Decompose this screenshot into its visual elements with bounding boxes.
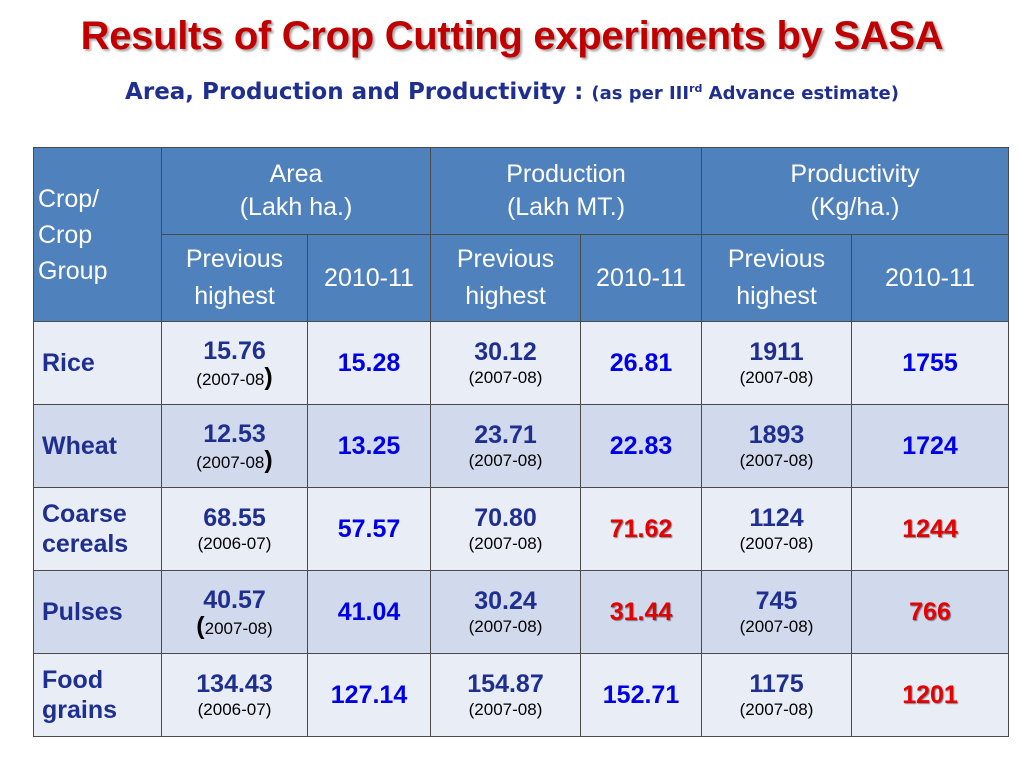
area-previous-value: 68.55	[203, 504, 266, 532]
crop-name: Food grains	[33, 653, 162, 737]
productivity-previous-highest: 1124 (2007-08)	[701, 487, 852, 571]
productivity-current-value: 1755	[851, 321, 1009, 405]
area-previous-highest: 12.53 (2007-08)	[161, 404, 308, 488]
area-current-value: 41.04	[307, 570, 431, 654]
header-productivity-previous-highest: Previous highest	[701, 234, 852, 322]
header-production-previous-highest: Previous highest	[430, 234, 581, 322]
production-current-value: 26.81	[580, 321, 702, 405]
production-current-value: 71.62	[580, 487, 702, 571]
subtitle-main: Area, Production and Productivity :	[125, 79, 584, 105]
productivity-previous-value: 1124	[749, 504, 804, 532]
area-previous-value: 12.53	[203, 419, 266, 448]
header-area-previous-highest: Previous highest	[161, 234, 308, 322]
area-previous-highest: 134.43 (2006-07)	[161, 653, 308, 737]
productivity-previous-year: (2007-08)	[739, 368, 814, 387]
results-table: Crop/ Crop Group Area (Lakh ha.) Product…	[33, 147, 1009, 737]
productivity-previous-year: (2007-08)	[739, 700, 814, 719]
area-previous-value: 134.43	[196, 670, 273, 698]
crop-name: Rice	[33, 321, 162, 405]
production-previous-highest: 23.71 (2007-08)	[430, 404, 581, 488]
productivity-current-value: 1244	[851, 487, 1009, 571]
table-body: Rice 15.76 (2007-08) 15.28 30.12 (2007-08) 26.…	[33, 321, 1009, 737]
productivity-previous-value: 1911	[749, 338, 804, 366]
header-area-current-year: 2010-11	[307, 234, 431, 322]
productivity-previous-value: 1893	[748, 421, 805, 449]
production-current-value: 152.71	[580, 653, 702, 737]
production-current-value: 22.83	[580, 404, 702, 488]
production-previous-value: 23.71	[474, 421, 537, 449]
table-row: Coarse cereals 68.55 (2006-07) 57.57 70.80 (20…	[33, 487, 1009, 571]
area-previous-highest: 40.57 (2007-08)	[161, 570, 308, 654]
productivity-previous-year: (2007-08)	[739, 534, 814, 553]
productivity-previous-highest: 1911 (2007-08)	[701, 321, 852, 405]
area-current-value: 13.25	[307, 404, 431, 488]
production-previous-value: 30.12	[474, 338, 537, 366]
crop-name: Pulses	[33, 570, 162, 654]
header-crop-group: Crop/ Crop Group	[33, 147, 162, 322]
area-previous-value: 40.57	[203, 585, 266, 614]
productivity-previous-highest: 1175 (2007-08)	[701, 653, 852, 737]
productivity-current-value: 766	[851, 570, 1009, 654]
production-previous-year: (2007-08)	[468, 617, 543, 636]
area-previous-highest: 15.76 (2007-08)	[161, 321, 308, 405]
header-production: Production (Lakh MT.)	[430, 147, 702, 235]
production-previous-year: (2007-08)	[468, 700, 543, 719]
production-previous-value: 30.24	[474, 587, 537, 615]
area-previous-highest: 68.55 (2006-07)	[161, 487, 308, 571]
header-production-current-year: 2010-11	[580, 234, 702, 322]
productivity-previous-year: (2007-08)	[739, 451, 814, 470]
page-subtitle: Area, Production and Productivity : (as …	[0, 79, 1024, 105]
area-previous-year: (2006-07)	[197, 700, 272, 719]
header-productivity: Productivity (Kg/ha.)	[701, 147, 1009, 235]
productivity-previous-highest: 745 (2007-08)	[701, 570, 852, 654]
productivity-current-value: 1201	[851, 653, 1009, 737]
production-previous-highest: 30.24 (2007-08)	[430, 570, 581, 654]
crop-name: Wheat	[33, 404, 162, 488]
table-row: Food grains 134.43 (2006-07) 127.14 154.87 (20…	[33, 653, 1009, 737]
area-previous-year: (2007-08)	[196, 611, 273, 640]
production-previous-value: 70.80	[474, 504, 537, 532]
productivity-previous-highest: 1893 (2007-08)	[701, 404, 852, 488]
production-previous-highest: 70.80 (2007-08)	[430, 487, 581, 571]
production-previous-year: (2007-08)	[468, 534, 543, 553]
production-previous-highest: 30.12 (2007-08)	[430, 321, 581, 405]
subtitle-note: (as per IIIrd Advance estimate)	[591, 82, 899, 104]
production-current-value: 31.44	[580, 570, 702, 654]
production-previous-year: (2007-08)	[468, 451, 543, 470]
header-productivity-current-year: 2010-11	[851, 234, 1009, 322]
area-current-value: 15.28	[307, 321, 431, 405]
area-current-value: 127.14	[307, 653, 431, 737]
page-title: Results of Crop Cutting experiments by S…	[80, 14, 944, 58]
area-current-value: 57.57	[307, 487, 431, 571]
production-previous-highest: 154.87 (2007-08)	[430, 653, 581, 737]
table-row: Wheat 12.53 (2007-08) 13.25 23.71 (2007-08) 22…	[33, 404, 1009, 488]
production-previous-value: 154.87	[467, 670, 544, 698]
productivity-current-value: 1724	[851, 404, 1009, 488]
crop-name: Coarse cereals	[33, 487, 162, 571]
production-previous-year: (2007-08)	[468, 368, 543, 387]
table-row: Pulses 40.57 (2007-08) 41.04 30.24 (2007-08) 3…	[33, 570, 1009, 654]
table-row: Rice 15.76 (2007-08) 15.28 30.12 (2007-08) 26.…	[33, 321, 1009, 405]
productivity-previous-value: 745	[755, 587, 798, 615]
productivity-previous-value: 1175	[749, 670, 804, 698]
area-previous-value: 15.76	[203, 336, 266, 365]
productivity-previous-year: (2007-08)	[739, 617, 814, 636]
area-previous-year: (2006-07)	[197, 534, 272, 553]
header-area: Area (Lakh ha.)	[161, 147, 431, 235]
area-previous-year: (2007-08)	[196, 362, 273, 391]
area-previous-year: (2007-08)	[196, 445, 273, 474]
